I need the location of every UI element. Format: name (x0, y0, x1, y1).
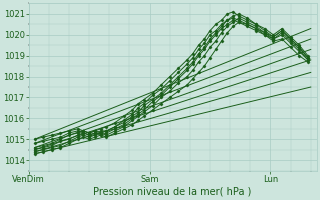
X-axis label: Pression niveau de la mer( hPa ): Pression niveau de la mer( hPa ) (93, 187, 252, 197)
